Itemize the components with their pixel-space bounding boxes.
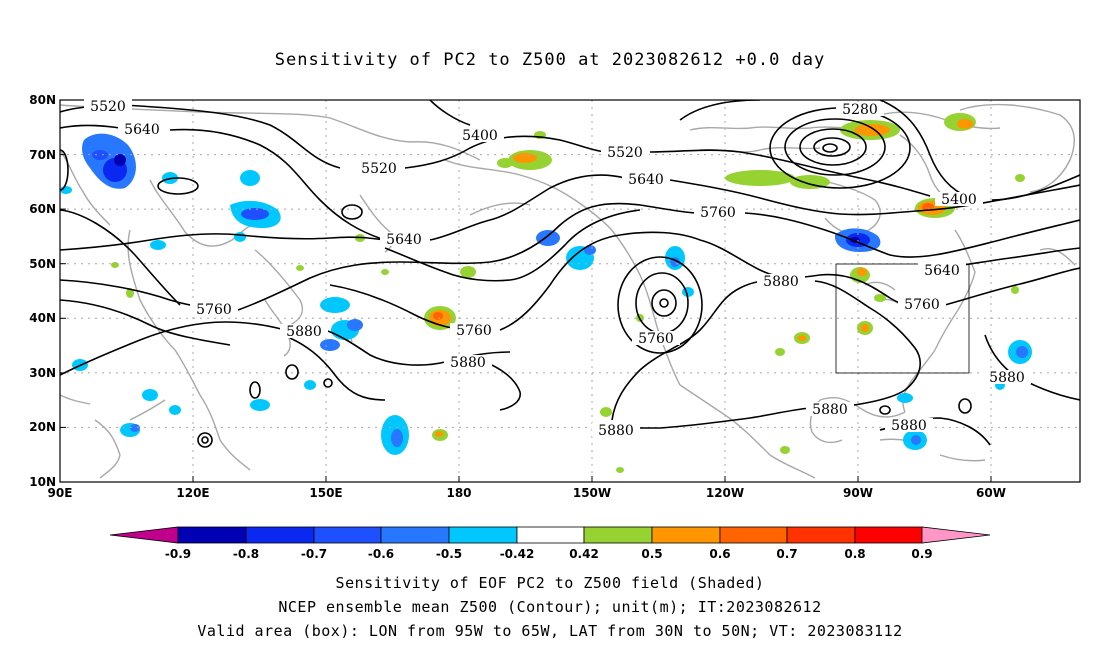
contour-label: 5760 [700,205,736,221]
colorbar-label: -0.6 [368,547,394,561]
colorbar-min-arrow [109,526,179,544]
contour-label: 5400 [941,192,977,208]
colorbar-label: -0.9 [165,547,191,561]
colorbar-label: 0.7 [776,547,797,561]
lat-label-80n: 80N [29,93,56,107]
lon-label-120w: 120W [706,486,744,500]
latitude-labels: 80N 70N 60N 50N 40N 30N 20N 10N [29,93,56,489]
lat-label-30n: 30N [29,366,56,380]
contour-label: 5640 [924,263,960,279]
contour-label: 5880 [812,402,848,418]
lon-label-120e: 120E [176,486,209,500]
lon-label-180: 180 [446,486,471,500]
coastlines [60,103,1076,479]
contour-label: 5640 [628,172,664,188]
colorbar-bin [651,526,721,544]
colorbar-bin [516,526,585,544]
contour-label: 5760 [196,302,232,318]
contour-label: 5880 [763,274,799,290]
contour-label: 5640 [124,122,160,138]
contour-label: 5520 [607,145,643,161]
contour-labels: 5520 5640 5520 5400 5520 5640 5280 5400 … [84,99,1031,439]
colorbar-bin [719,526,788,544]
lat-lon-grid [60,100,1080,482]
colorbar-bin [245,526,315,544]
colorbar-label: 0.8 [844,547,865,561]
contour-label: 5880 [450,355,486,371]
contour-label: 5760 [904,297,940,313]
sensitivity-shading [60,113,1032,473]
contour-label: 5880 [286,324,322,340]
colorbar-bin [380,526,450,544]
colorbar: -0.9 -0.8 -0.7 -0.6 -0.5 -0.42 0.42 0.5 … [109,526,991,561]
caption-contour: NCEP ensemble mean Z500 (Contour); unit(… [278,598,822,616]
longitude-labels: 90E 120E 150E 180 150W 120W 90W 60W [48,486,1006,500]
colorbar-label: 0.6 [709,547,730,561]
caption-shading: Sensitivity of EOF PC2 to Z500 field (Sh… [335,574,765,592]
contour-label: 5280 [842,102,878,118]
colorbar-bin [583,526,653,544]
colorbar-bin [786,526,856,544]
valid-area-box [835,263,970,374]
caption-valid-area: Valid area (box): LON from 95W to 65W, L… [197,622,903,640]
colorbar-bin [854,526,923,544]
contour-label: 5880 [891,418,927,434]
map-title: Sensitivity of PC2 to Z500 at 2023082612… [274,50,826,70]
colorbar-bin [448,526,518,544]
colorbar-label: -0.7 [301,547,327,561]
lat-label-20n: 20N [29,420,56,434]
contour-label: 5520 [90,99,126,115]
lat-label-10n: 10N [29,475,56,489]
contour-label: 5400 [462,128,498,144]
contour-label: 5760 [638,331,674,347]
lon-label-150e: 150E [309,486,342,500]
lon-label-90w: 90W [843,486,873,500]
contour-label: 5760 [456,323,492,339]
plot-frame [59,99,1081,483]
colorbar-max-arrow [921,526,991,544]
colorbar-label: 0.5 [641,547,662,561]
colorbar-label: -0.42 [500,547,535,561]
lon-label-90e: 90E [48,486,73,500]
lat-label-50n: 50N [29,257,56,271]
colorbar-bin [313,526,382,544]
colorbar-label: -0.5 [436,547,462,561]
colorbar-label: 0.9 [911,547,932,561]
contour-label: 5520 [361,161,397,177]
lon-label-60w: 60W [976,486,1006,500]
lat-label-70n: 70N [29,148,56,162]
colorbar-bin [177,526,247,544]
colorbar-label: -0.8 [233,547,259,561]
contour-label: 5640 [386,232,422,248]
axis-ticks [60,99,992,482]
colorbar-label: 0.42 [569,547,599,561]
contour-label: 5880 [989,370,1025,386]
lat-label-40n: 40N [29,311,56,325]
lat-label-60n: 60N [29,202,56,216]
lon-label-150w: 150W [573,486,611,500]
contour-label: 5880 [598,423,634,439]
